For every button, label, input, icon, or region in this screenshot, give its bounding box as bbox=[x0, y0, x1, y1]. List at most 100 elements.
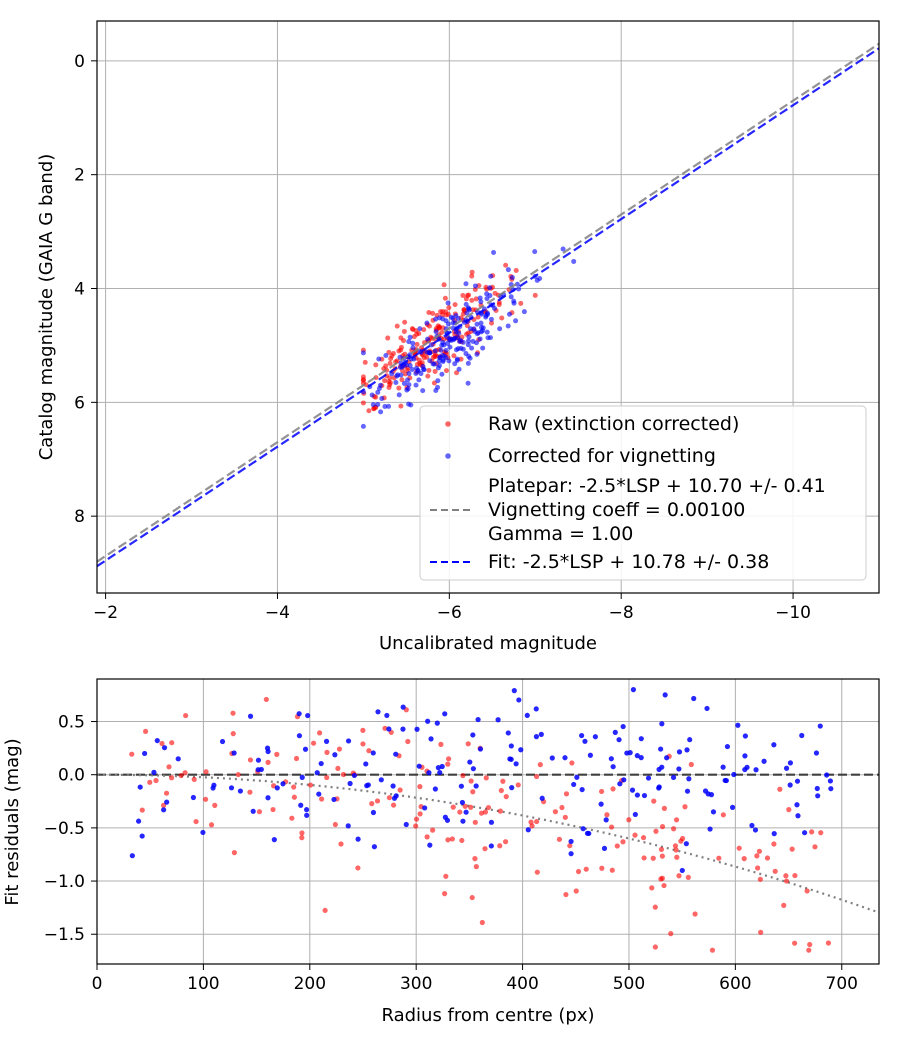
raw-residual-point bbox=[537, 762, 543, 768]
corrected-residual-point bbox=[586, 830, 592, 837]
corrected-residual-point bbox=[507, 756, 513, 762]
corrected-point bbox=[394, 373, 400, 379]
corrected-residual-point bbox=[533, 706, 539, 712]
raw-residual-point bbox=[270, 806, 276, 813]
raw-residual-point bbox=[652, 904, 658, 910]
bottom-y-tick-label: 0.5 bbox=[58, 713, 85, 733]
raw-point bbox=[390, 350, 396, 356]
corrected-point bbox=[360, 423, 366, 429]
corrected-point bbox=[415, 368, 421, 374]
bottom-x-tick-label: 400 bbox=[506, 974, 538, 994]
corrected-residual-point bbox=[247, 713, 254, 719]
bottom-x-axis-label: Radius from centre (px) bbox=[381, 1005, 594, 1026]
corrected-residual-point bbox=[365, 782, 371, 788]
raw-residual-point bbox=[781, 902, 787, 908]
corrected-point bbox=[451, 336, 457, 342]
corrected-point bbox=[437, 315, 443, 321]
raw-residual-point bbox=[360, 727, 366, 734]
corrected-residual-point bbox=[683, 841, 689, 847]
raw-point bbox=[469, 297, 475, 303]
corrected-point bbox=[560, 246, 566, 252]
corrected-point bbox=[428, 342, 434, 348]
corrected-point bbox=[465, 338, 471, 344]
raw-residual-point bbox=[659, 824, 666, 830]
raw-residual-point bbox=[620, 839, 626, 845]
raw-point bbox=[489, 320, 495, 326]
raw-residual-point bbox=[668, 931, 674, 937]
corrected-residual-point bbox=[470, 766, 476, 772]
corrected-point bbox=[473, 340, 479, 346]
corrected-point bbox=[406, 382, 412, 388]
corrected-residual-point bbox=[580, 826, 586, 832]
corrected-residual-point bbox=[783, 765, 790, 771]
raw-point bbox=[385, 335, 391, 341]
raw-residual-point bbox=[230, 710, 236, 716]
raw-point bbox=[399, 377, 405, 383]
corrected-residual-point bbox=[135, 818, 142, 824]
corrected-residual-point bbox=[691, 695, 697, 702]
raw-residual-point bbox=[397, 787, 403, 793]
raw-residual-point bbox=[692, 911, 698, 917]
corrected-point bbox=[466, 334, 472, 340]
raw-point bbox=[452, 302, 458, 308]
raw-residual-point bbox=[685, 874, 691, 880]
raw-residual-point bbox=[569, 760, 575, 766]
raw-residual-point bbox=[498, 787, 504, 794]
raw-point bbox=[503, 262, 509, 268]
top-axes-frame bbox=[96, 20, 880, 594]
legend-label-raw: Raw (extinction corrected) bbox=[488, 413, 739, 435]
raw-point bbox=[398, 344, 404, 350]
corrected-residual-point bbox=[210, 785, 216, 791]
corrected-residual-point bbox=[370, 750, 376, 756]
corrected-point bbox=[450, 315, 456, 321]
corrected-point bbox=[465, 380, 471, 386]
corrected-residual-point bbox=[434, 720, 440, 726]
raw-point bbox=[472, 287, 478, 293]
corrected-point bbox=[435, 378, 441, 384]
top-x-axis-label: Uncalibrated magnitude bbox=[379, 633, 597, 654]
corrected-point bbox=[396, 392, 402, 398]
corrected-residual-point bbox=[488, 843, 494, 849]
raw-residual-point bbox=[809, 829, 815, 835]
corrected-point bbox=[440, 358, 446, 364]
corrected-residual-point bbox=[579, 786, 585, 793]
corrected-point bbox=[487, 285, 493, 291]
raw-point bbox=[416, 330, 422, 336]
raw-residual-point bbox=[256, 809, 263, 815]
corrected-point bbox=[406, 371, 412, 377]
raw-residual-point bbox=[265, 759, 271, 765]
raw-residual-point bbox=[563, 891, 569, 898]
corrected-point bbox=[508, 294, 514, 300]
top-x-tick-label: −10 bbox=[775, 603, 811, 623]
corrected-residual-point bbox=[393, 751, 399, 757]
corrected-residual-point bbox=[477, 746, 484, 752]
legend-platepar-line: Vignetting coeff = 0.00100 bbox=[488, 499, 745, 521]
raw-residual-point bbox=[559, 804, 565, 811]
raw-residual-point bbox=[450, 804, 456, 810]
corrected-residual-point bbox=[296, 733, 303, 739]
raw-residual-point bbox=[183, 712, 189, 719]
corrected-point bbox=[397, 364, 403, 370]
raw-residual-point bbox=[478, 810, 485, 816]
legend-marker-raw bbox=[445, 421, 451, 427]
raw-residual-point bbox=[483, 775, 489, 781]
raw-residual-point bbox=[153, 777, 159, 784]
bottom-ticks: 0 100 200 300 400 500 600 700 0.5 0.0 −0.5 −1.0 −1.5 bbox=[44, 713, 858, 994]
raw-point bbox=[532, 292, 538, 298]
corrected-point bbox=[468, 326, 474, 332]
raw-point bbox=[388, 356, 394, 362]
corrected-point bbox=[463, 351, 469, 357]
raw-residual-point bbox=[552, 809, 559, 815]
corrected-point bbox=[407, 363, 413, 369]
corrected-residual-point bbox=[645, 775, 652, 781]
corrected-residual-point bbox=[702, 788, 709, 794]
corrected-residual-point bbox=[129, 853, 135, 859]
raw-point bbox=[469, 269, 475, 275]
raw-residual-point bbox=[459, 837, 465, 844]
raw-residual-point bbox=[449, 836, 455, 842]
corrected-point bbox=[378, 409, 384, 415]
corrected-residual-point bbox=[664, 755, 670, 761]
corrected-point bbox=[516, 286, 522, 292]
corrected-residual-point bbox=[684, 747, 690, 753]
corrected-point bbox=[424, 320, 430, 326]
